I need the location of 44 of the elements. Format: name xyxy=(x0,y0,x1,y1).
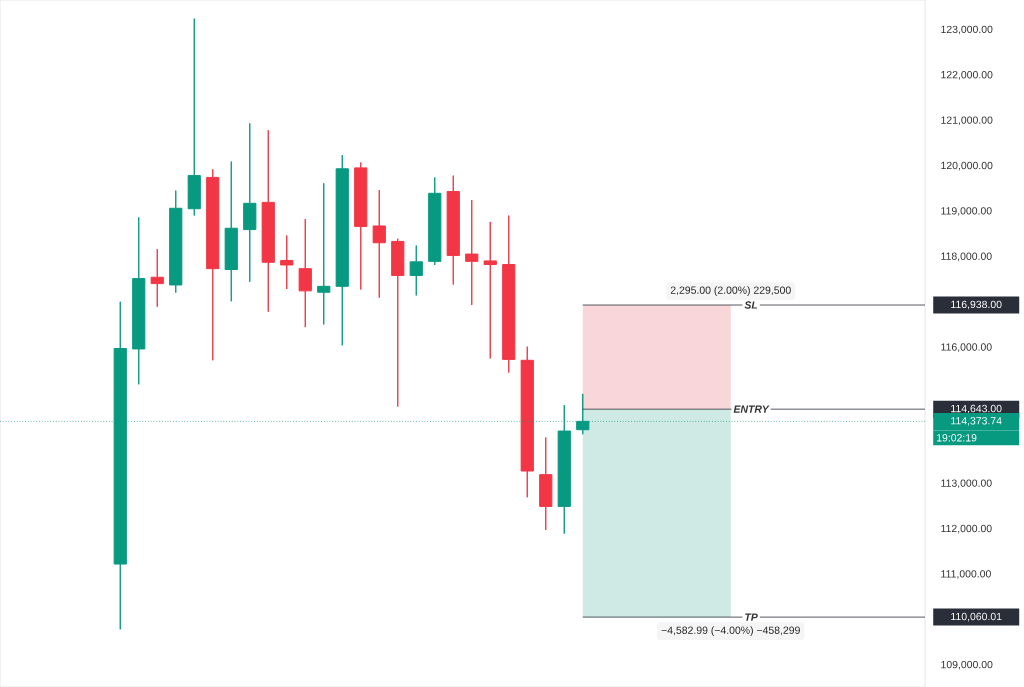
candlestick xyxy=(354,161,368,290)
candlestick xyxy=(465,199,479,306)
text: 110,060.01 xyxy=(951,612,1002,622)
y-tick-label: 116,000.00 xyxy=(941,343,992,352)
candlestick xyxy=(520,346,534,498)
ref-line-label: TP xyxy=(745,613,758,621)
text: 114,643.00 xyxy=(951,404,1002,414)
candlestick xyxy=(298,218,312,328)
y-tick-label: 123,000.00 xyxy=(941,25,993,35)
candlestick xyxy=(169,190,183,294)
candlestick xyxy=(502,215,516,374)
y-tick-label: 120,000.00 xyxy=(941,161,993,171)
candlestick xyxy=(243,122,257,283)
annotation: 2,295.00 (2.00%) 229,500 xyxy=(670,286,791,296)
candlestick xyxy=(335,154,349,346)
candlestick xyxy=(280,235,294,290)
candlestick xyxy=(224,161,238,302)
y-tick-label: 112,000.00 xyxy=(941,524,992,534)
y-tick-label: 118,000.00 xyxy=(941,252,992,262)
y-tick-label: 111,000.00 xyxy=(941,570,991,579)
candlestick xyxy=(428,176,442,266)
candlestick xyxy=(132,216,146,385)
text: 114,373.74 xyxy=(951,417,1002,426)
ref-line-label: ENTRY xyxy=(733,405,770,413)
annotation: −4,582.99 (−4.00%) −458,299 xyxy=(661,626,800,636)
candlestick xyxy=(539,436,553,531)
y-tick-label: 122,000.00 xyxy=(941,71,993,80)
y-tick-label: 109,000.00 xyxy=(941,660,993,670)
candlestick xyxy=(391,238,405,408)
candlestick xyxy=(187,18,201,217)
y-tick-label: 119,000.00 xyxy=(941,207,992,216)
y-tick-label: 113,000.00 xyxy=(941,479,992,489)
text: 19:02:19 xyxy=(937,434,977,442)
y-tick-label: 121,000.00 xyxy=(941,116,993,126)
candlestick xyxy=(446,175,460,286)
candlestick xyxy=(409,244,423,296)
candlestick xyxy=(483,221,497,359)
candlestick xyxy=(261,129,275,313)
candlestick xyxy=(150,248,164,308)
candlestick xyxy=(206,168,220,361)
candlestick xyxy=(317,182,331,325)
ref-line-label: SL xyxy=(744,301,758,309)
text: 116,938.00 xyxy=(951,300,1002,310)
candlestick xyxy=(372,189,386,299)
